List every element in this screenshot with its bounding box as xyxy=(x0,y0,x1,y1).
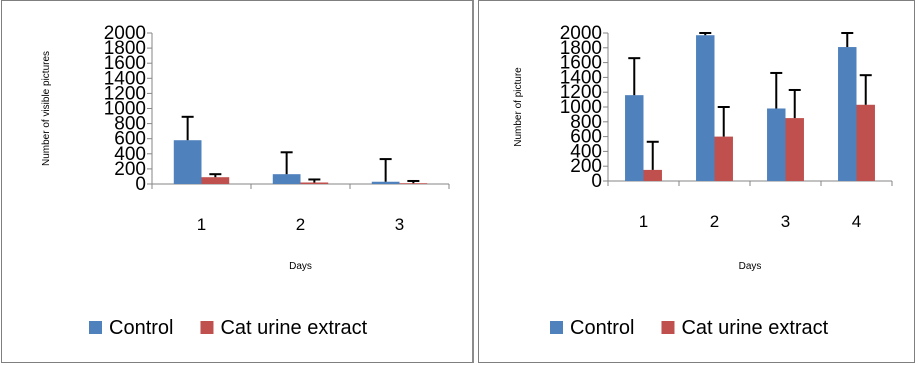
x-category-label: 3 xyxy=(781,212,790,231)
legend-swatch xyxy=(550,321,563,334)
bar-control xyxy=(767,108,786,181)
y-tick-label: 1400 xyxy=(104,68,146,89)
x-category-label: 4 xyxy=(852,212,861,231)
y-tick-label: 1000 xyxy=(104,99,146,120)
bar-control xyxy=(371,181,400,184)
y-tick-label: 1800 xyxy=(560,38,602,59)
x-category-label: 3 xyxy=(395,215,404,234)
x-axis-title: Days xyxy=(739,261,762,272)
legend-entry: Cat urine extract xyxy=(220,317,367,339)
y-tick-label: 1400 xyxy=(560,67,602,88)
x-category-label: 2 xyxy=(710,212,719,231)
x-category-label: 1 xyxy=(639,212,648,231)
y-tick-label: 2000 xyxy=(560,23,602,44)
y-tick-label: 200 xyxy=(114,159,146,180)
bar-cat-urine-extract xyxy=(856,104,875,181)
bar-control xyxy=(696,35,715,181)
y-tick-label: 400 xyxy=(114,144,146,165)
bar-cat-urine-extract xyxy=(643,169,662,181)
y-tick-label: 2000 xyxy=(104,23,146,44)
y-axis-title: Number of visible pictures xyxy=(41,51,52,166)
y-tick-label: 1000 xyxy=(560,97,602,118)
y-tick-label: 400 xyxy=(570,141,602,162)
y-tick-label: 1600 xyxy=(560,53,602,74)
bar-control xyxy=(625,95,644,181)
y-tick-label: 1800 xyxy=(104,38,146,59)
legend-entry: Control xyxy=(109,317,173,339)
x-category-label: 1 xyxy=(197,215,206,234)
bar-cat-urine-extract xyxy=(201,177,230,184)
y-tick-label: 0 xyxy=(591,171,602,192)
y-tick-label: 800 xyxy=(570,112,602,133)
y-tick-label: 800 xyxy=(114,114,146,135)
legend-entry: Cat urine extract xyxy=(681,317,828,339)
chart-panel-right: 0 200 400 600 800 1000 1200 1400 1600 1800 2000 1 2 3… xyxy=(478,0,915,363)
bar-control xyxy=(838,47,857,182)
legend-swatch xyxy=(661,321,675,334)
y-axis-title: Number of picture xyxy=(513,67,524,147)
y-tick-label: 600 xyxy=(570,127,602,148)
y-tick-label: 600 xyxy=(114,129,146,150)
chart-panel-left: 0 200 400 600 800 1000 1200 1400 1600 1800 2000 1 2 3… xyxy=(1,0,474,363)
bar-cat-urine-extract xyxy=(300,182,329,184)
y-tick-label: 0 xyxy=(135,174,146,195)
bar-control xyxy=(272,174,301,184)
x-axis-title: Days xyxy=(289,261,312,272)
bar-cat-urine-extract xyxy=(714,136,733,181)
x-category-label: 2 xyxy=(296,215,305,234)
y-tick-label: 1200 xyxy=(104,83,146,104)
legend-swatch xyxy=(89,321,102,334)
legend-entry: Control xyxy=(570,317,634,339)
y-tick-label: 1600 xyxy=(104,53,146,74)
bar-control xyxy=(173,140,202,184)
y-tick-label: 200 xyxy=(570,156,602,177)
bar-cat-urine-extract xyxy=(399,183,428,184)
y-tick-label: 1200 xyxy=(560,82,602,103)
bar-cat-urine-extract xyxy=(785,118,804,181)
legend-swatch xyxy=(200,321,214,334)
